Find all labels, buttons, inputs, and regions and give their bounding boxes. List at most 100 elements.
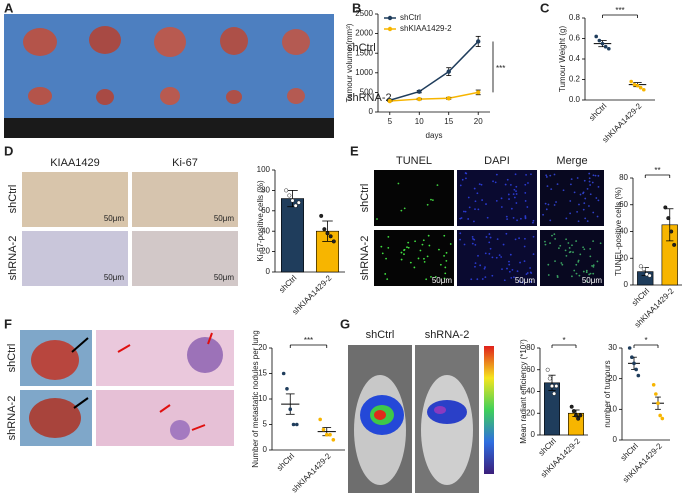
data-point xyxy=(642,87,646,92)
speckle xyxy=(459,184,462,187)
speckle xyxy=(532,235,535,238)
speckle xyxy=(465,177,467,180)
y-axis-label: Ki-67-positive cells (%) xyxy=(256,180,265,262)
data-point xyxy=(632,82,637,87)
data-point xyxy=(331,438,336,442)
speckle xyxy=(591,265,593,267)
speckle xyxy=(465,172,468,175)
data-point xyxy=(554,384,559,389)
speckle xyxy=(526,206,529,208)
y-tick-label: 5 xyxy=(263,420,268,429)
speckle xyxy=(513,188,516,191)
speckle xyxy=(529,280,532,283)
speckle xyxy=(495,173,498,176)
speckle xyxy=(523,245,526,248)
column-label: DAPI xyxy=(484,155,510,167)
speckle xyxy=(588,205,590,207)
speckle xyxy=(400,258,403,261)
speckle xyxy=(526,272,529,274)
y-tick-label: 80 xyxy=(526,343,535,352)
speckle xyxy=(467,196,470,199)
speckle xyxy=(524,183,527,186)
y-tick-label: 15 xyxy=(258,369,267,378)
speckle xyxy=(403,253,405,256)
speckle xyxy=(592,264,595,267)
column-label: shRNA-2 xyxy=(425,329,470,341)
speckle xyxy=(575,263,578,266)
speckle xyxy=(426,255,429,258)
tumour-photo xyxy=(4,14,334,138)
speckle xyxy=(491,256,494,259)
y-tick-label: 2500 xyxy=(355,9,373,18)
speckle xyxy=(515,202,518,204)
speckle xyxy=(565,254,568,257)
legend-marker xyxy=(387,15,393,21)
y-axis-label: Tumour Weight (g) xyxy=(558,26,567,93)
speckle xyxy=(571,244,573,247)
speckle xyxy=(559,244,562,247)
legend-marker xyxy=(387,26,393,32)
speckle xyxy=(449,243,452,245)
panel-letter: F xyxy=(4,316,12,331)
speckle xyxy=(571,275,573,278)
speckle xyxy=(473,187,476,190)
speckle xyxy=(569,183,572,186)
speckle xyxy=(521,281,524,284)
speckle xyxy=(567,242,570,244)
speckle xyxy=(504,183,507,186)
x-tick-label: 5 xyxy=(388,117,393,126)
speckle xyxy=(474,208,476,211)
data-point xyxy=(630,355,634,360)
speckle xyxy=(516,219,518,222)
speckle xyxy=(419,249,422,252)
speckle xyxy=(508,270,511,273)
speckle xyxy=(495,199,498,202)
speckle xyxy=(582,270,585,273)
data-point xyxy=(638,264,643,269)
speckle xyxy=(597,199,600,202)
speckle xyxy=(474,200,477,203)
speckle xyxy=(577,220,580,223)
speckle xyxy=(576,177,579,179)
scale-label: 50μm xyxy=(104,214,125,223)
data-point xyxy=(569,404,574,409)
speckle xyxy=(445,251,448,254)
speckle xyxy=(506,267,508,270)
speckle xyxy=(481,278,484,280)
speckle xyxy=(524,215,527,217)
speckle xyxy=(428,244,431,247)
scale-label: 50μm xyxy=(515,276,536,285)
y-tick-label: 0 xyxy=(266,267,271,276)
speckle xyxy=(569,212,572,215)
speckle xyxy=(425,278,428,281)
y-tick-label: 80 xyxy=(619,173,628,182)
speckle xyxy=(599,242,602,245)
speckle xyxy=(509,184,512,186)
y-tick-label: 0.4 xyxy=(569,54,581,63)
speckle xyxy=(585,271,588,274)
speckle xyxy=(573,269,576,272)
data-point xyxy=(545,367,550,372)
speckle xyxy=(523,260,526,263)
speckle xyxy=(494,181,497,184)
y-tick-label: 0 xyxy=(531,430,536,439)
speckle xyxy=(525,273,528,276)
data-point xyxy=(672,242,677,247)
panel-letter: G xyxy=(340,316,350,331)
speckle xyxy=(500,197,503,200)
data-point xyxy=(325,231,330,236)
speckle xyxy=(586,220,589,223)
speckle xyxy=(560,262,563,264)
panel-letter: B xyxy=(352,0,361,15)
speckle xyxy=(496,238,499,241)
speckle xyxy=(471,242,474,245)
speckle xyxy=(460,217,463,219)
y-tick-label: 1500 xyxy=(355,48,373,57)
speckle xyxy=(544,202,547,205)
speckle xyxy=(508,198,510,200)
speckle xyxy=(524,217,527,220)
speckle xyxy=(588,273,591,276)
speckle xyxy=(436,184,439,187)
speckle xyxy=(481,199,484,201)
data-point xyxy=(571,409,576,414)
